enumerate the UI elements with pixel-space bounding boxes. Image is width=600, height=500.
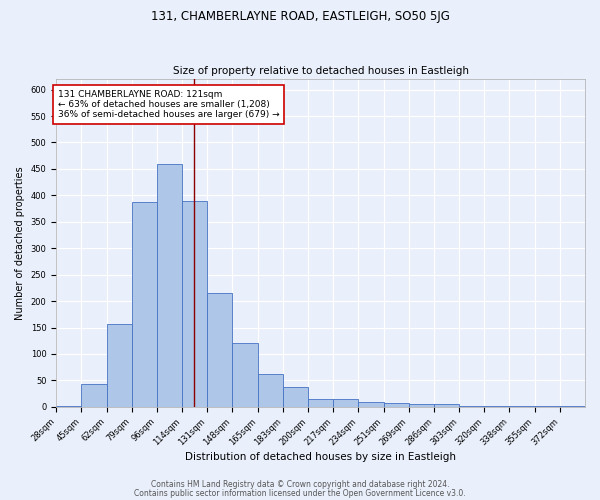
- Text: 131, CHAMBERLAYNE ROAD, EASTLEIGH, SO50 5JG: 131, CHAMBERLAYNE ROAD, EASTLEIGH, SO50 …: [151, 10, 449, 23]
- Bar: [459, 406, 484, 407]
- Bar: [308, 399, 333, 407]
- Bar: [157, 164, 182, 407]
- Text: Contains public sector information licensed under the Open Government Licence v3: Contains public sector information licen…: [134, 489, 466, 498]
- Text: 131 CHAMBERLAYNE ROAD: 121sqm
← 63% of detached houses are smaller (1,208)
36% o: 131 CHAMBERLAYNE ROAD: 121sqm ← 63% of d…: [58, 90, 279, 120]
- Bar: [484, 406, 509, 407]
- Bar: [535, 406, 560, 407]
- Bar: [257, 374, 283, 407]
- X-axis label: Distribution of detached houses by size in Eastleigh: Distribution of detached houses by size …: [185, 452, 456, 462]
- Bar: [132, 202, 157, 407]
- Bar: [182, 200, 207, 407]
- Y-axis label: Number of detached properties: Number of detached properties: [15, 166, 25, 320]
- Text: Contains HM Land Registry data © Crown copyright and database right 2024.: Contains HM Land Registry data © Crown c…: [151, 480, 449, 489]
- Bar: [82, 384, 107, 407]
- Bar: [409, 404, 434, 407]
- Bar: [434, 404, 459, 407]
- Title: Size of property relative to detached houses in Eastleigh: Size of property relative to detached ho…: [173, 66, 469, 76]
- Bar: [283, 388, 308, 407]
- Bar: [207, 293, 232, 407]
- Bar: [232, 344, 257, 407]
- Bar: [107, 324, 132, 407]
- Bar: [509, 406, 535, 407]
- Bar: [333, 399, 358, 407]
- Bar: [358, 402, 383, 407]
- Bar: [56, 406, 82, 407]
- Bar: [560, 406, 585, 407]
- Bar: [383, 403, 409, 407]
